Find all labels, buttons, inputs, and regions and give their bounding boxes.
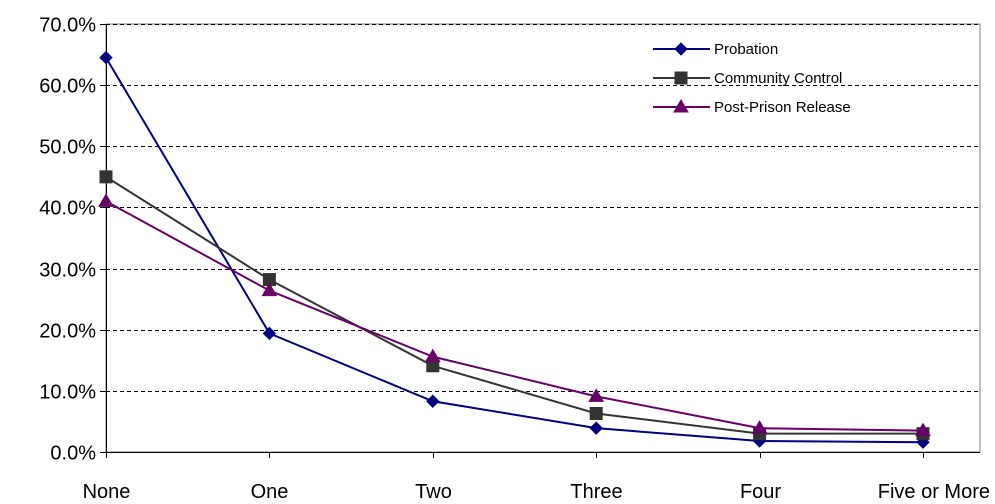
data-point [751, 420, 768, 434]
legend-item: Post-Prison Release [653, 99, 851, 116]
x-tick-label: None [83, 481, 131, 503]
y-tick-label: 50.0% [39, 137, 96, 159]
x-tick-label: Three [570, 481, 622, 503]
data-point [261, 282, 278, 297]
x-tick-label: One [251, 481, 289, 503]
data-point [99, 50, 113, 65]
series-line [105, 176, 923, 435]
y-tick-label: 70.0% [39, 15, 96, 37]
legend-marker [674, 71, 688, 85]
grid-lines [106, 24, 980, 392]
x-tick-label: Five or More [878, 481, 990, 503]
y-tick-label: 10.0% [39, 382, 96, 404]
data-point [262, 326, 277, 341]
plot-frame [105, 23, 981, 453]
data-point [588, 388, 605, 402]
y-tick-label: 20.0% [39, 321, 96, 343]
data-point [589, 406, 603, 420]
x-tick-label: Two [415, 481, 452, 503]
x-tick-label: Four [740, 481, 781, 503]
legend: Probation Community Control Post-Prison Re… [653, 41, 851, 116]
series-community-control [99, 170, 930, 441]
legend-marker [674, 42, 688, 56]
y-tick-label: 60.0% [39, 76, 96, 98]
legend-item: Community Control [653, 70, 842, 87]
y-tick-label: 0.0% [50, 443, 96, 465]
data-point [426, 394, 440, 408]
axes [100, 24, 980, 458]
x-axis-tick-labels: None One Two Three Four Five or More [83, 481, 990, 503]
legend-label: Post-Prison Release [714, 99, 851, 116]
data-point [98, 193, 114, 207]
series-post-prison-release [98, 193, 931, 437]
data-point [589, 421, 603, 435]
y-tick-label: 30.0% [39, 260, 96, 282]
series-line [105, 200, 924, 432]
plot-area [105, 23, 981, 453]
legend-label: Community Control [714, 70, 842, 87]
legend-marker [673, 99, 689, 113]
data-point [99, 170, 113, 184]
data-point [915, 422, 931, 437]
y-tick-label: 40.0% [39, 198, 96, 220]
data-point [424, 348, 441, 363]
series-probation [99, 50, 930, 449]
series-layer [98, 50, 931, 449]
legend-item: Probation [653, 41, 778, 58]
y-axis-tick-labels: 0.0% 10.0% 20.0% 30.0% 40.0% 50.0% 60.0% 70.0% [39, 15, 96, 465]
series-line [105, 57, 924, 444]
legend-label: Probation [714, 41, 778, 58]
